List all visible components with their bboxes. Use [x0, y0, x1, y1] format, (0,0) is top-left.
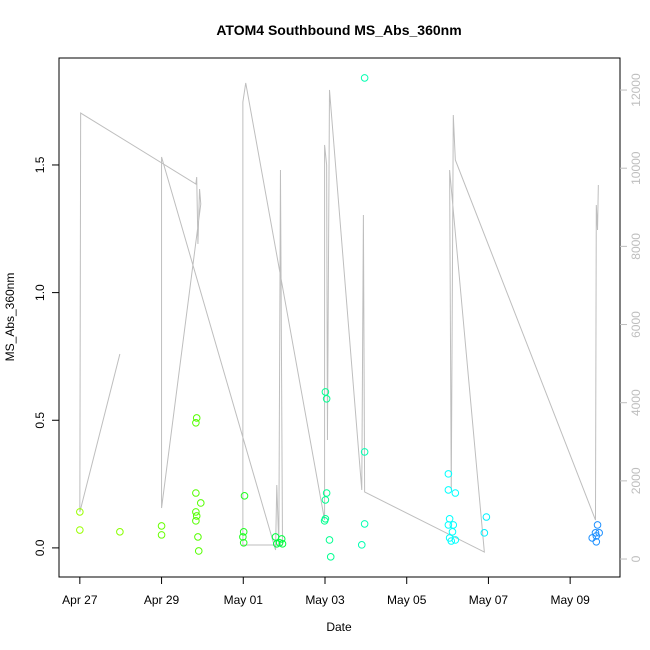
- point: [192, 517, 200, 525]
- point: [157, 531, 166, 539]
- point: [447, 537, 456, 545]
- point: [239, 538, 248, 547]
- point: [444, 521, 453, 529]
- x-tick-label: May 03: [305, 593, 345, 607]
- point: [239, 533, 247, 541]
- point: [480, 529, 489, 537]
- point: [322, 489, 331, 497]
- point: [240, 492, 249, 500]
- y-tick-label: 1.5: [33, 156, 47, 173]
- point: [325, 536, 334, 544]
- point: [326, 553, 335, 561]
- point: [194, 533, 202, 541]
- x-tick-label: Apr 29: [144, 593, 180, 607]
- point: [451, 489, 460, 497]
- y2-tick-label: 8000: [629, 233, 643, 260]
- y2-tick-label: 10000: [629, 151, 643, 185]
- point: [445, 514, 454, 523]
- x-tick-label: May 09: [550, 593, 590, 607]
- x-tick-label: May 01: [224, 593, 264, 607]
- point: [192, 508, 200, 516]
- y2-tick-label: 2000: [629, 467, 643, 494]
- y2-tick-label: 12000: [629, 73, 643, 107]
- point: [444, 486, 453, 494]
- point: [357, 541, 366, 549]
- point: [595, 529, 603, 537]
- y-tick-label: 1.0: [33, 284, 47, 301]
- point: [360, 448, 369, 456]
- y-axis-label: MS_Abs_360nm: [3, 273, 17, 362]
- y2-tick-label: 4000: [629, 389, 643, 416]
- point: [593, 521, 602, 529]
- point: [157, 522, 166, 530]
- point: [592, 537, 601, 546]
- point: [192, 489, 200, 497]
- point: [192, 419, 200, 427]
- x-tick-label: Apr 27: [62, 593, 98, 607]
- point: [449, 521, 458, 529]
- point: [192, 512, 201, 520]
- point: [448, 528, 457, 536]
- point: [321, 496, 330, 504]
- point: [482, 513, 491, 521]
- point: [194, 547, 203, 555]
- x-axis-label: Date: [326, 620, 352, 634]
- y-tick-label: 0.0: [33, 539, 47, 556]
- point: [76, 508, 84, 516]
- y-tick-label: 0.5: [33, 412, 47, 429]
- point: [360, 520, 369, 528]
- y2-tick-label: 6000: [629, 311, 643, 338]
- plot-frame: [58, 57, 621, 578]
- point: [277, 535, 286, 543]
- line-series: [79, 82, 599, 553]
- point: [76, 526, 84, 534]
- point: [588, 534, 597, 542]
- y2-tick-label: 0: [629, 555, 643, 562]
- x-tick-label: May 07: [469, 593, 509, 607]
- x-tick-label: May 05: [387, 593, 427, 607]
- point: [239, 528, 248, 536]
- point: [444, 470, 453, 478]
- point: [451, 536, 460, 544]
- point: [322, 395, 331, 403]
- point: [196, 499, 205, 507]
- point: [278, 540, 287, 548]
- point: [360, 74, 369, 82]
- point: [192, 414, 201, 422]
- point: [116, 528, 124, 536]
- point: [320, 517, 329, 525]
- chart-title: ATOM4 Southbound MS_Abs_360nm: [216, 22, 461, 38]
